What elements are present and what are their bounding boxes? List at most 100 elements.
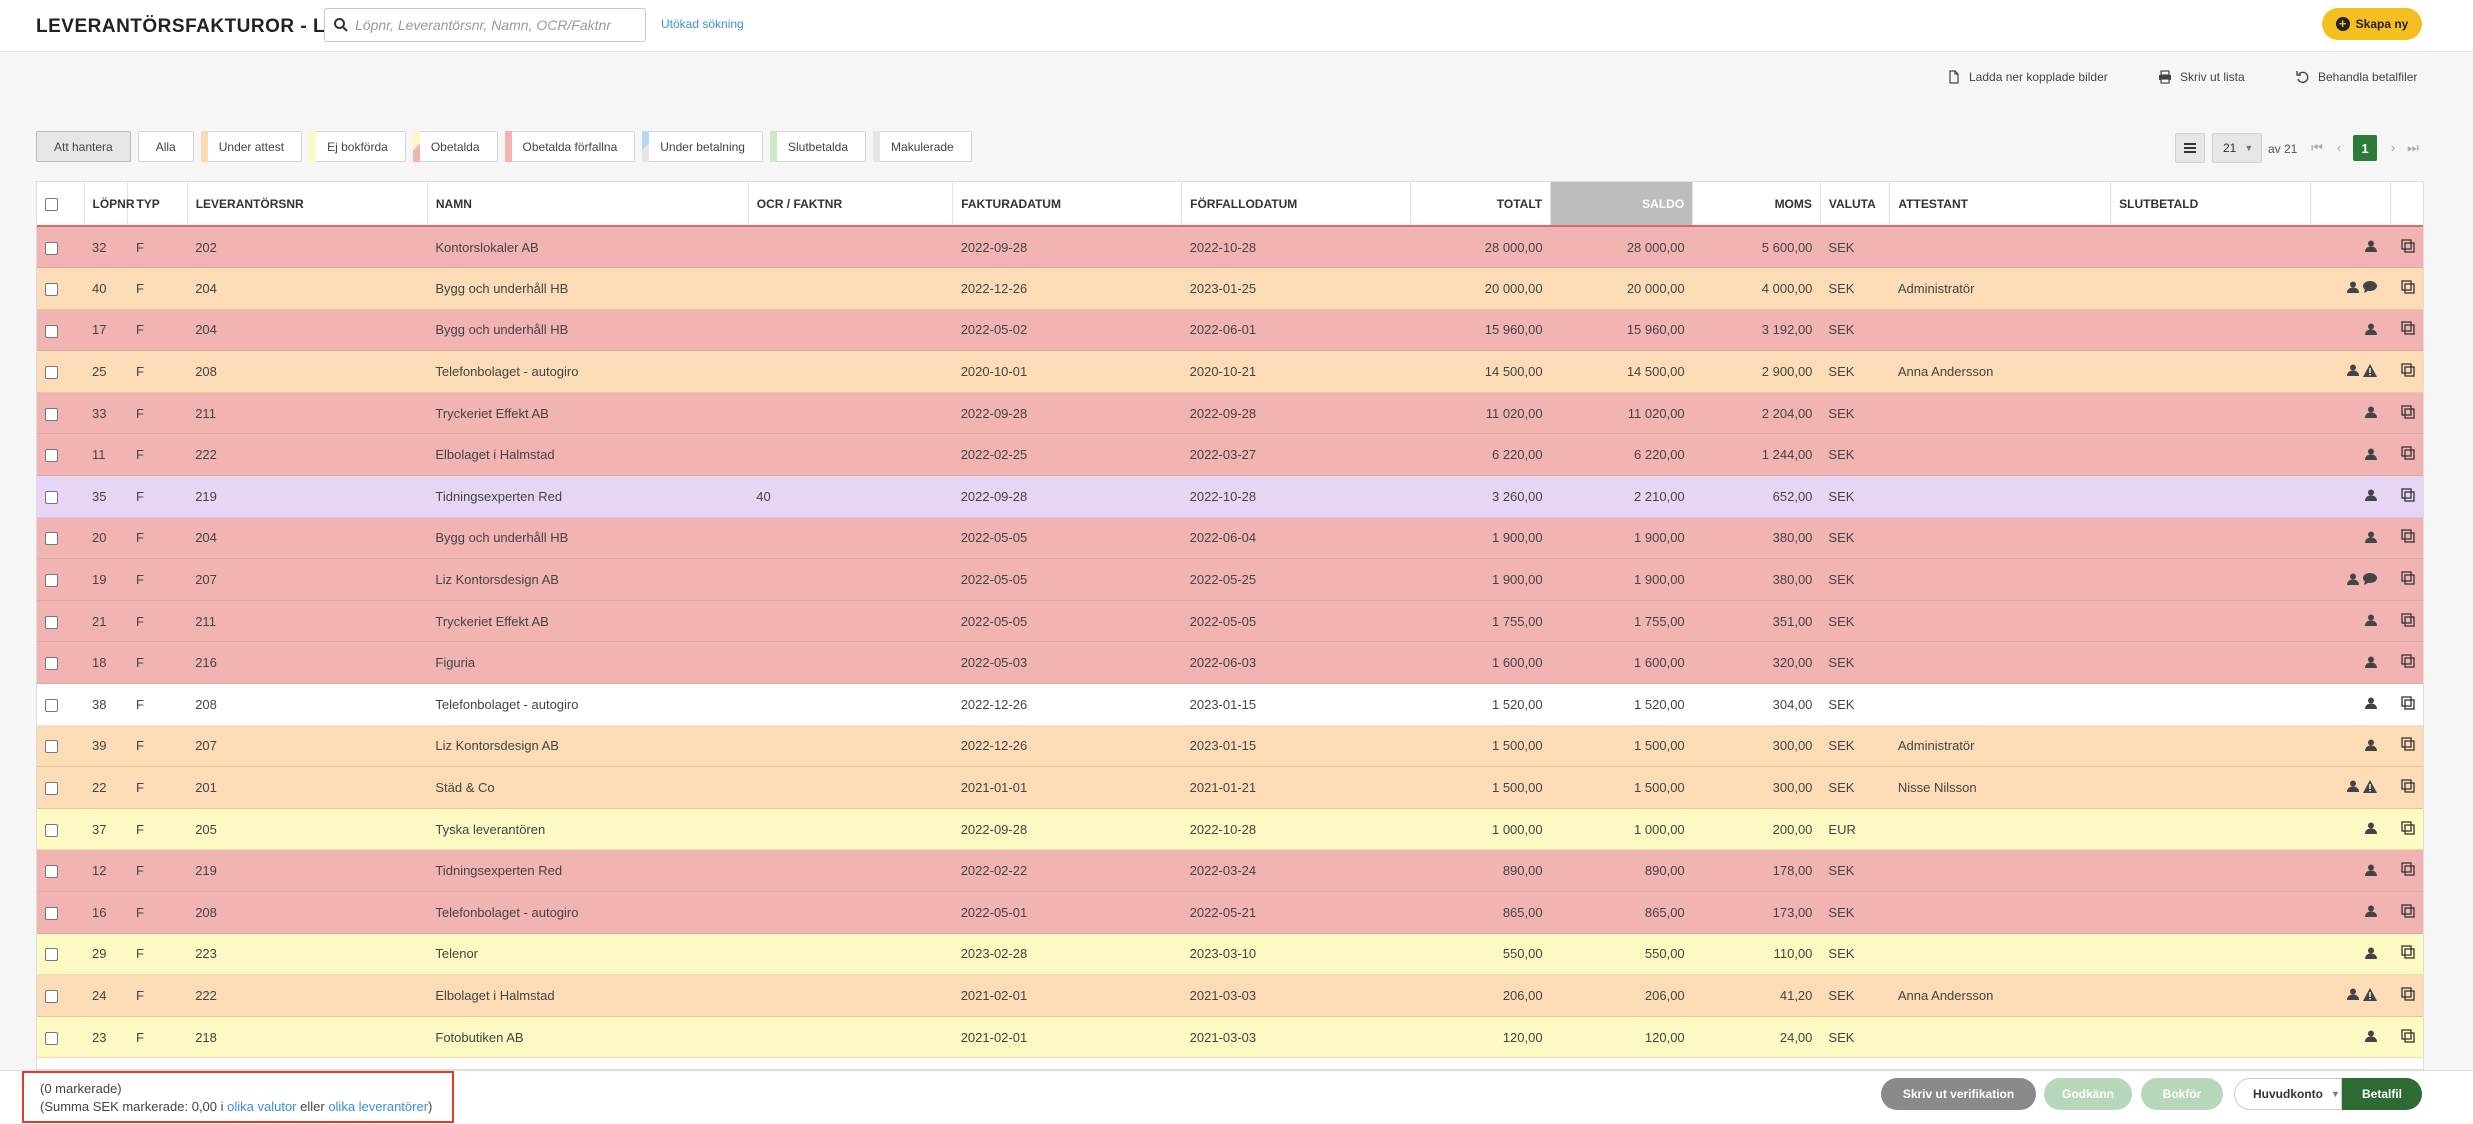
row-checkbox[interactable] (37, 350, 84, 393)
checkbox-icon[interactable] (45, 740, 58, 754)
col-fakturadatum[interactable]: FAKTURADATUM (952, 182, 1183, 227)
warning-icon[interactable] (2362, 363, 2377, 380)
row-checkbox[interactable] (37, 309, 84, 352)
row-checkbox[interactable] (37, 849, 84, 892)
checkbox-icon[interactable] (45, 615, 58, 629)
user-icon[interactable] (2364, 1030, 2377, 1045)
copy-icon[interactable] (2400, 945, 2415, 962)
col-lopnr[interactable]: LÖPNR (84, 182, 135, 227)
checkbox-icon[interactable] (45, 407, 58, 421)
row-checkbox[interactable] (37, 517, 84, 560)
col-moms[interactable]: MOMS (1692, 182, 1821, 227)
copy-icon[interactable] (2400, 238, 2415, 256)
copy-icon[interactable] (2400, 737, 2415, 754)
checkbox-icon[interactable] (45, 490, 58, 504)
checkbox-icon[interactable] (45, 906, 58, 920)
user-icon[interactable] (2346, 780, 2359, 795)
table-row[interactable]: 23 F 218 Fotobutiken AB 2021-02-01 2021-03-03… (37, 1016, 2423, 1059)
table-row[interactable]: 25 F 208 Telefonbolaget - autogiro 2020-10-0… (37, 350, 2423, 393)
row-checkbox[interactable] (37, 600, 84, 643)
user-icon[interactable] (2346, 573, 2359, 588)
filter-tab-att-hantera[interactable]: Att hantera (36, 131, 131, 162)
user-icon[interactable] (2364, 323, 2377, 338)
filter-tab-slutbetalda[interactable]: Slutbetalda (769, 131, 867, 162)
checkbox-icon[interactable] (45, 241, 58, 255)
user-icon[interactable] (2364, 905, 2377, 920)
create-new-button[interactable]: + Skapa ny (2322, 8, 2422, 40)
user-icon[interactable] (2364, 739, 2377, 754)
different-currencies-link[interactable]: olika valutor (227, 1099, 297, 1114)
book-button[interactable]: Bokför (2141, 1078, 2223, 1110)
row-checkbox[interactable] (37, 974, 84, 1017)
table-row[interactable]: 32 F 202 Kontorslokaler AB 2022-09-28 2022-10… (37, 226, 2423, 269)
col-saldo[interactable]: SALDO (1550, 182, 1694, 227)
checkbox-icon[interactable] (45, 948, 58, 962)
copy-icon[interactable] (2400, 654, 2415, 671)
table-row[interactable]: 16 F 208 Telefonbolaget - autogiro 2022-05-0… (37, 891, 2423, 934)
comment-icon[interactable] (2362, 281, 2377, 296)
col-attestant[interactable]: ATTESTANT (1889, 182, 2112, 227)
checkbox-icon[interactable] (45, 657, 58, 671)
col-namn[interactable]: NAMN (427, 182, 749, 227)
col-forfallodatum[interactable]: FÖRFALLODATUM (1181, 182, 1412, 227)
user-icon[interactable] (2346, 281, 2359, 296)
user-icon[interactable] (2364, 531, 2377, 546)
checkbox-icon[interactable] (45, 449, 58, 463)
col-leverantorsnr[interactable]: LEVERANTÖRSNR (187, 182, 428, 227)
col-valuta[interactable]: VALUTA (1820, 182, 1891, 227)
checkbox-icon[interactable] (45, 532, 58, 546)
user-icon[interactable] (2364, 489, 2377, 504)
copy-icon[interactable] (2400, 987, 2415, 1004)
copy-icon[interactable] (2400, 862, 2415, 879)
copy-icon[interactable] (2400, 488, 2415, 505)
table-row[interactable]: 18 F 216 Figuria 2022-05-03 2022-06-03 1 600,0… (37, 641, 2423, 685)
table-row[interactable]: 33 F 211 Tryckeriet Effekt AB 2022-09-28 2022… (37, 392, 2423, 435)
print-verification-button[interactable]: Skriv ut verifikation (1881, 1078, 2036, 1110)
user-icon[interactable] (2346, 988, 2359, 1003)
filter-tab-makulerade[interactable]: Makulerade (873, 131, 972, 162)
copy-icon[interactable] (2400, 696, 2415, 713)
account-select[interactable]: Huvudkonto ▼ (2234, 1078, 2342, 1110)
last-page-icon[interactable]: ⏭ (2407, 140, 2419, 155)
user-icon[interactable] (2346, 364, 2359, 379)
warning-icon[interactable] (2362, 779, 2377, 796)
row-checkbox[interactable] (37, 475, 84, 518)
copy-icon[interactable] (2400, 405, 2415, 422)
process-payment-files-action[interactable]: Behandla betalfiler (2296, 68, 2417, 86)
checkbox-icon[interactable] (45, 282, 58, 296)
table-row[interactable]: 40 F 204 Bygg och underhåll HB 2022-12-26 202… (37, 267, 2423, 310)
user-icon[interactable] (2364, 656, 2377, 671)
copy-icon[interactable] (2400, 529, 2415, 546)
copy-icon[interactable] (2400, 363, 2415, 380)
comment-icon[interactable] (2362, 572, 2377, 588)
row-checkbox[interactable] (37, 808, 84, 851)
row-checkbox[interactable] (37, 725, 84, 768)
row-checkbox[interactable] (37, 267, 84, 310)
search-box[interactable] (324, 8, 646, 42)
search-input[interactable] (355, 15, 639, 35)
copy-icon[interactable] (2400, 612, 2415, 630)
col-typ[interactable]: TYP (127, 182, 188, 227)
row-checkbox[interactable] (37, 433, 84, 477)
row-checkbox[interactable] (37, 392, 84, 435)
row-checkbox[interactable] (37, 683, 84, 726)
list-view-button[interactable] (2175, 133, 2205, 163)
different-suppliers-link[interactable]: olika leverantörer (328, 1099, 429, 1114)
user-icon[interactable] (2364, 448, 2377, 463)
row-checkbox[interactable] (37, 641, 84, 685)
user-icon[interactable] (2364, 406, 2377, 421)
table-row[interactable]: 20 F 204 Bygg och underhåll HB 2022-05-05 202… (37, 517, 2423, 560)
filter-tab-obetalda[interactable]: Obetalda (412, 131, 498, 162)
user-icon[interactable] (2364, 614, 2377, 629)
table-row[interactable]: 35 F 219 Tidningsexperten Red 40 2022-09-28 20… (37, 475, 2423, 518)
row-checkbox[interactable] (37, 226, 84, 269)
col-totalt[interactable]: TOTALT (1410, 182, 1552, 227)
table-row[interactable]: 11 F 222 Elbolaget i Halmstad 2022-02-25 2022… (37, 433, 2423, 477)
current-page-button[interactable]: 1 (2353, 135, 2377, 161)
row-checkbox[interactable] (37, 891, 84, 934)
table-row[interactable]: 39 F 207 Liz Kontorsdesign AB 2022-12-26 2023… (37, 725, 2423, 768)
checkbox-icon[interactable] (45, 782, 58, 796)
checkbox-icon[interactable] (45, 574, 58, 588)
checkbox-icon[interactable] (45, 1031, 58, 1045)
user-icon[interactable] (2364, 240, 2377, 255)
